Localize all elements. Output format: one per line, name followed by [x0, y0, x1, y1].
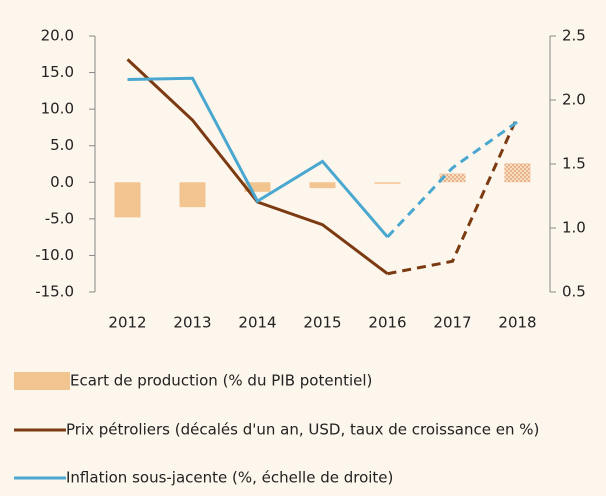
y-tick-label: -10.0: [35, 246, 74, 264]
bar: [504, 163, 531, 183]
y2-tick-label: 1.5: [562, 155, 586, 173]
legend-swatch: [14, 372, 70, 390]
bar: [374, 182, 401, 184]
x-tick-label: 2014: [238, 314, 276, 332]
legend-label: Prix pétroliers (décalés d'un an, USD, t…: [66, 421, 539, 439]
y-tick-label: 10.0: [41, 100, 74, 118]
line: [127, 76, 389, 238]
line: [126, 58, 389, 275]
legend-label: Inflation sous-jacente (%, échelle de dr…: [66, 469, 393, 487]
y2-tick-label: 2.0: [562, 91, 586, 109]
y2-tick-label: 1.0: [562, 219, 586, 237]
bar: [309, 182, 336, 189]
x-tick-label: 2013: [173, 314, 211, 332]
bar: [179, 182, 206, 208]
bar: [114, 182, 141, 218]
line-dashed: [387, 115, 519, 276]
y-tick-label: -5.0: [45, 209, 74, 227]
y-tick-label: -15.0: [35, 283, 74, 301]
bar: [439, 173, 466, 183]
legend-label: Ecart de production (% du PIB potentiel): [70, 372, 372, 390]
x-tick-label: 2018: [498, 314, 536, 332]
y2-tick-label: 0.5: [562, 283, 586, 301]
y-tick-label: 20.0: [41, 27, 74, 45]
y-tick-label: 15.0: [41, 63, 74, 81]
y-tick-label: 0.0: [50, 173, 74, 191]
line-dashed: [386, 120, 519, 238]
x-tick-label: 2015: [303, 314, 341, 332]
y-tick-label: 5.0: [50, 136, 74, 154]
x-tick-label: 2016: [368, 314, 406, 332]
y2-tick-label: 2.5: [562, 27, 586, 45]
x-tick-label: 2012: [108, 314, 146, 332]
x-tick-label: 2017: [433, 314, 471, 332]
bar: [244, 182, 271, 192]
